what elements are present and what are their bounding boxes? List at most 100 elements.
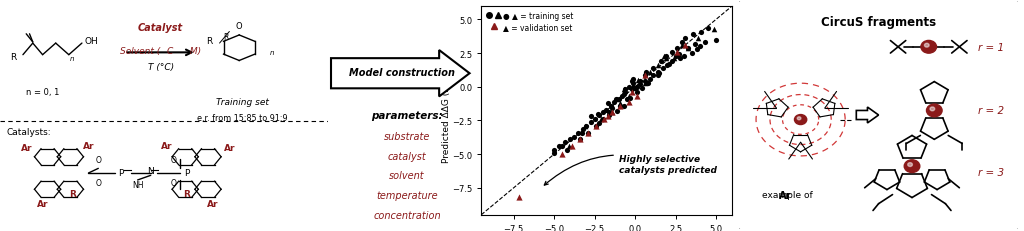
Text: Catalysts:: Catalysts: [6, 127, 51, 136]
Legend: ● ▲ = training set, ▲ = validation set: ● ▲ = training set, ▲ = validation set [485, 11, 574, 33]
Point [691, 45, 708, 49]
Text: substrate: substrate [384, 131, 430, 141]
Point [687, 43, 703, 46]
Point [599, 102, 615, 105]
Point [671, 53, 687, 57]
Text: R: R [223, 33, 228, 41]
Point [588, 125, 604, 128]
Point [559, 149, 575, 152]
Point [571, 138, 588, 142]
Text: N: N [147, 167, 154, 175]
Text: C: C [167, 46, 173, 55]
Text: r = 2: r = 2 [978, 106, 1004, 116]
Text: Ar: Ar [162, 141, 173, 150]
Circle shape [795, 115, 807, 125]
Point [637, 73, 653, 77]
Point [688, 48, 705, 52]
Point [604, 107, 621, 111]
Text: e.r. from 15:85 to 91:9: e.r. from 15:85 to 91:9 [198, 113, 288, 122]
Point [604, 111, 621, 115]
Point [577, 125, 593, 128]
Point [624, 91, 640, 95]
Point [677, 37, 693, 41]
Point [551, 145, 567, 148]
Point [604, 111, 621, 115]
Point [660, 63, 677, 67]
Circle shape [921, 41, 937, 54]
Circle shape [925, 44, 929, 48]
Point [657, 57, 674, 61]
Point [607, 98, 624, 101]
Point [573, 131, 590, 135]
Circle shape [930, 107, 935, 111]
Text: Ar: Ar [83, 141, 94, 150]
Point [621, 100, 637, 104]
Text: parameters:: parameters: [372, 110, 442, 121]
Point [575, 127, 592, 131]
Point [595, 118, 611, 122]
Point [665, 51, 681, 54]
Point [583, 115, 599, 119]
FancyArrow shape [856, 108, 879, 123]
Text: r = 1: r = 1 [978, 43, 1004, 53]
Point [696, 41, 713, 45]
Text: n: n [269, 50, 274, 56]
Point [708, 39, 724, 42]
Text: O: O [171, 155, 176, 164]
Point [610, 98, 627, 101]
Point [546, 151, 562, 155]
Point [638, 71, 654, 75]
Text: temperature: temperature [376, 190, 438, 200]
Point [624, 88, 640, 92]
Point [595, 111, 611, 115]
Point [641, 71, 657, 75]
Point [629, 85, 645, 89]
Text: T (°C): T (°C) [147, 63, 174, 71]
Point [609, 110, 626, 113]
Point [599, 115, 615, 119]
Point [570, 131, 587, 135]
Text: Ar: Ar [207, 199, 219, 208]
Point [565, 135, 582, 139]
Point [677, 44, 693, 48]
Text: M): M) [186, 46, 201, 55]
Point [657, 55, 674, 58]
Text: R: R [207, 37, 213, 46]
Point [626, 78, 642, 81]
Text: Catalyst: Catalyst [138, 23, 183, 33]
Point [640, 82, 656, 85]
Point [626, 82, 642, 85]
Text: Model construction: Model construction [349, 68, 455, 78]
Text: R: R [10, 53, 16, 62]
Point [666, 57, 682, 61]
FancyArrow shape [331, 51, 470, 97]
Point [598, 108, 614, 112]
Point [546, 149, 562, 152]
Text: O: O [171, 178, 176, 187]
Point [590, 112, 606, 116]
Point [615, 88, 632, 92]
Text: O: O [95, 178, 101, 187]
Point [632, 83, 648, 87]
Point [656, 55, 673, 58]
Point [649, 71, 666, 75]
Point [622, 96, 638, 100]
Point [637, 73, 653, 77]
Point [632, 80, 648, 84]
Point [674, 41, 690, 45]
FancyBboxPatch shape [736, 0, 1021, 231]
Point [580, 131, 596, 135]
Point [601, 111, 617, 115]
Point [602, 104, 618, 108]
Point [612, 104, 629, 108]
Point [621, 95, 637, 99]
Text: n = 0, 1: n = 0, 1 [26, 88, 59, 97]
Point [680, 47, 696, 50]
Point [672, 57, 688, 61]
Text: Ar: Ar [778, 190, 791, 200]
Text: concentration: concentration [373, 210, 441, 220]
Point [612, 102, 629, 105]
Point [668, 55, 684, 58]
Point [562, 138, 579, 142]
Point [624, 80, 640, 84]
